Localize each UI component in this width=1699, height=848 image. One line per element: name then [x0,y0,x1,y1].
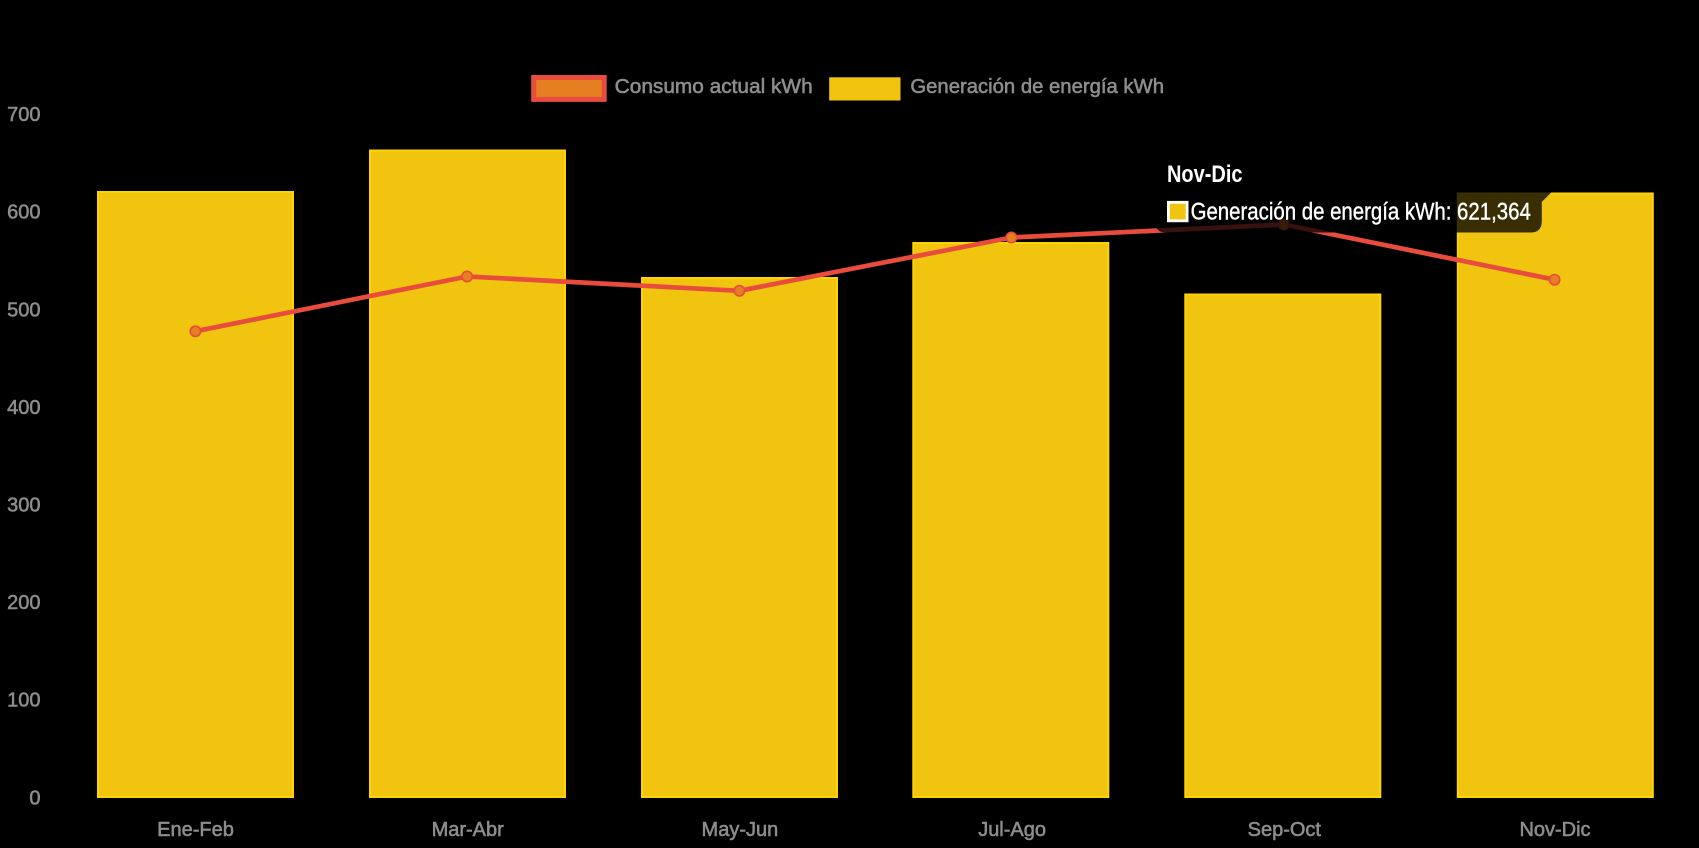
svg-text:500: 500 [7,299,40,321]
svg-text:600: 600 [7,202,40,224]
svg-text:Ene-Feb: Ene-Feb [157,819,234,841]
svg-text:Nov-Dic: Nov-Dic [1519,819,1590,841]
svg-text:Sep-Oct: Sep-Oct [1248,819,1322,841]
svg-text:100: 100 [7,690,40,712]
svg-text:0: 0 [29,787,40,809]
svg-text:Mar-Abr: Mar-Abr [432,819,505,841]
svg-text:700: 700 [7,104,40,126]
svg-text:400: 400 [7,397,40,419]
svg-text:Jul-Ago: Jul-Ago [978,819,1046,841]
svg-text:300: 300 [7,495,40,517]
svg-text:Consumo actual kWh: Consumo actual kWh [615,76,813,98]
svg-text:Nov-Dic: Nov-Dic [1167,161,1243,188]
svg-text:200: 200 [7,592,40,614]
svg-text:May-Jun: May-Jun [702,819,779,841]
svg-text:Generación de energía kWh: 621: Generación de energía kWh: 621,364 [1191,199,1531,226]
svg-text:Generación de energía kWh: Generación de energía kWh [910,76,1164,98]
